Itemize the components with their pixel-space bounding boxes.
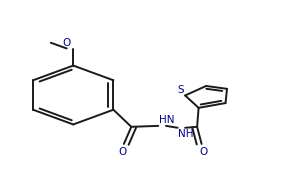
Text: HN: HN: [159, 115, 175, 125]
Text: S: S: [177, 85, 184, 95]
Text: O: O: [118, 147, 126, 157]
Text: O: O: [199, 147, 207, 157]
Text: NH: NH: [178, 129, 194, 139]
Text: O: O: [62, 38, 71, 48]
